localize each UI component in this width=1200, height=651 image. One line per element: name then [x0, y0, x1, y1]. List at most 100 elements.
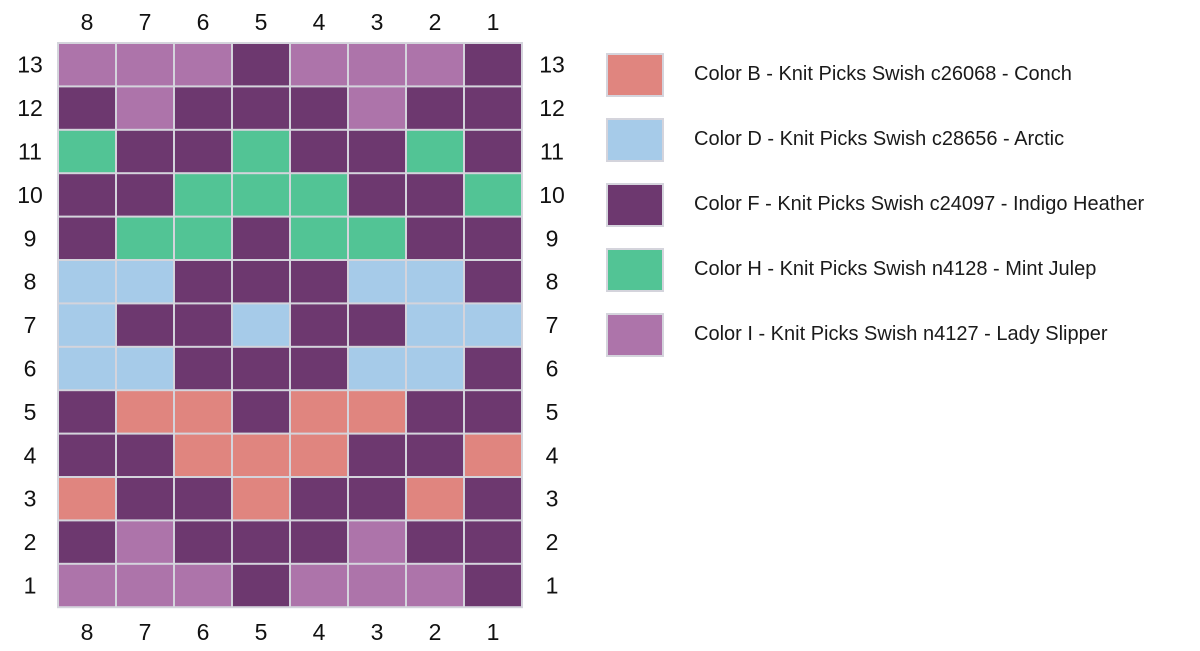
- column-label-bottom: 4: [313, 619, 326, 645]
- legend-swatch: [606, 247, 664, 292]
- grid-cell: [291, 304, 347, 346]
- grid-cell: [291, 44, 347, 86]
- grid-cell: [349, 304, 405, 346]
- grid-cell: [465, 261, 521, 303]
- row-label-right: 2: [546, 529, 559, 555]
- grid-cell: [407, 478, 463, 520]
- column-label-bottom: 3: [371, 619, 384, 645]
- column-label-top: 8: [81, 9, 94, 35]
- grid-cell: [407, 217, 463, 259]
- grid-cell: [407, 564, 463, 607]
- legend-item-color-d: Color D - Knit Picks Swish c28656 - Arct…: [606, 107, 1144, 172]
- row-label-left: 13: [17, 52, 43, 78]
- grid-cell: [349, 44, 405, 86]
- grid-cell: [59, 44, 115, 86]
- grid-cell: [233, 87, 289, 129]
- grid-cell: [117, 478, 173, 520]
- row-label-right: 9: [546, 225, 559, 251]
- grid-cell: [349, 521, 405, 563]
- grid-cell: [465, 44, 521, 86]
- legend-label: Color B - Knit Picks Swish c26068 - Conc…: [694, 63, 1072, 85]
- grid-cell: [465, 347, 521, 390]
- grid-cell: [465, 478, 521, 520]
- legend-swatch: [606, 312, 664, 357]
- legend-swatch: [606, 52, 664, 97]
- row-label-left: 7: [24, 312, 37, 338]
- row-label-left: 8: [24, 269, 37, 295]
- row-label-left: 2: [24, 529, 37, 555]
- row-label-right: 13: [539, 52, 565, 78]
- grid-cell: [465, 391, 521, 433]
- grid-cell: [465, 217, 521, 259]
- row-label-left: 5: [24, 399, 37, 425]
- legend-item-color-b: Color B - Knit Picks Swish c26068 - Conc…: [606, 42, 1144, 107]
- grid-cell: [117, 521, 173, 563]
- grid-cell: [117, 347, 173, 390]
- grid-cell: [175, 304, 231, 346]
- grid-cell: [117, 261, 173, 303]
- grid-cell: [349, 217, 405, 259]
- legend-label: Color F - Knit Picks Swish c24097 - Indi…: [694, 193, 1145, 215]
- grid-cell: [59, 174, 115, 216]
- grid-cell: [233, 261, 289, 303]
- grid-cell: [59, 304, 115, 346]
- grid-cell: [349, 347, 405, 390]
- grid-cell: [291, 434, 347, 476]
- row-label-left: 4: [24, 442, 37, 468]
- grid-cell: [117, 434, 173, 476]
- grid-cell: [233, 347, 289, 390]
- column-label-bottom: 7: [139, 619, 152, 645]
- grid-cell: [117, 44, 173, 86]
- legend-label: Color D - Knit Picks Swish c28656 - Arct…: [694, 128, 1065, 150]
- grid-cell: [233, 391, 289, 433]
- grid-cell: [233, 130, 289, 173]
- grid-cell: [291, 478, 347, 520]
- grid-cell: [465, 130, 521, 173]
- grid-cell: [233, 174, 289, 216]
- color-legend: Color B - Knit Picks Swish c26068 - Conc…: [606, 42, 1144, 367]
- column-label-bottom: 6: [197, 619, 210, 645]
- legend-swatch: [606, 182, 664, 227]
- grid-cell: [407, 434, 463, 476]
- row-label-left: 11: [18, 139, 42, 165]
- grid-cell: [291, 87, 347, 129]
- grid-cell: [117, 391, 173, 433]
- grid-cell: [233, 521, 289, 563]
- grid-cell: [349, 434, 405, 476]
- row-label-right: 3: [546, 486, 559, 512]
- grid-cell: [465, 304, 521, 346]
- grid-cell: [349, 261, 405, 303]
- grid-cell: [175, 130, 231, 173]
- grid-cell: [291, 391, 347, 433]
- grid-cell: [291, 217, 347, 259]
- row-label-right: 7: [546, 312, 559, 338]
- grid-cell: [349, 564, 405, 607]
- column-label-bottom: 5: [255, 619, 268, 645]
- grid-cell: [407, 87, 463, 129]
- grid-cell: [407, 44, 463, 86]
- grid-cell: [117, 564, 173, 607]
- grid-cell: [291, 261, 347, 303]
- grid-cell: [291, 347, 347, 390]
- grid-cell: [233, 434, 289, 476]
- row-label-left: 10: [17, 182, 43, 208]
- grid-cell: [59, 521, 115, 563]
- grid-cell: [175, 217, 231, 259]
- column-label-bottom: 2: [429, 619, 442, 645]
- grid-cell: [59, 87, 115, 129]
- row-label-left: 6: [24, 356, 37, 382]
- row-label-right: 8: [546, 269, 559, 295]
- grid-cell: [465, 434, 521, 476]
- grid-cell: [59, 434, 115, 476]
- row-label-right: 4: [546, 442, 559, 468]
- grid-cell: [175, 44, 231, 86]
- grid-cell: [291, 174, 347, 216]
- grid-cell: [59, 347, 115, 390]
- grid-cell: [407, 130, 463, 173]
- column-label-top: 6: [197, 9, 210, 35]
- grid-cell: [59, 391, 115, 433]
- row-label-right: 12: [539, 95, 565, 121]
- grid-cell: [291, 130, 347, 173]
- column-label-top: 3: [371, 9, 384, 35]
